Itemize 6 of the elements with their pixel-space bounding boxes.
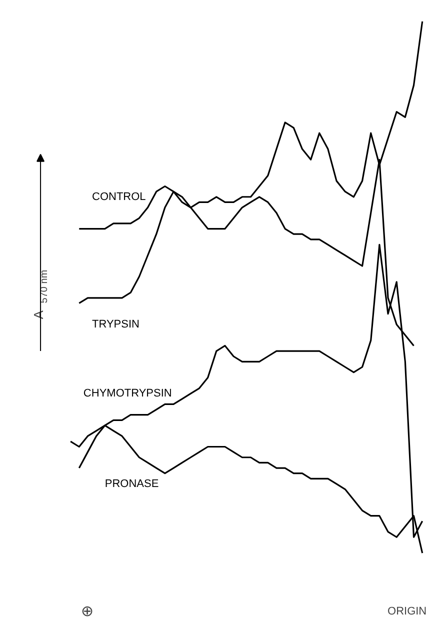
- series-label: CHYMOTRYPSIN: [83, 388, 172, 400]
- text: ⊕: [81, 603, 94, 620]
- series-label: PRONASE: [104, 478, 159, 490]
- series-label: CONTROL: [92, 190, 146, 203]
- text: ORIGIN: [388, 606, 427, 618]
- series-label: TRYPSIN: [92, 318, 140, 330]
